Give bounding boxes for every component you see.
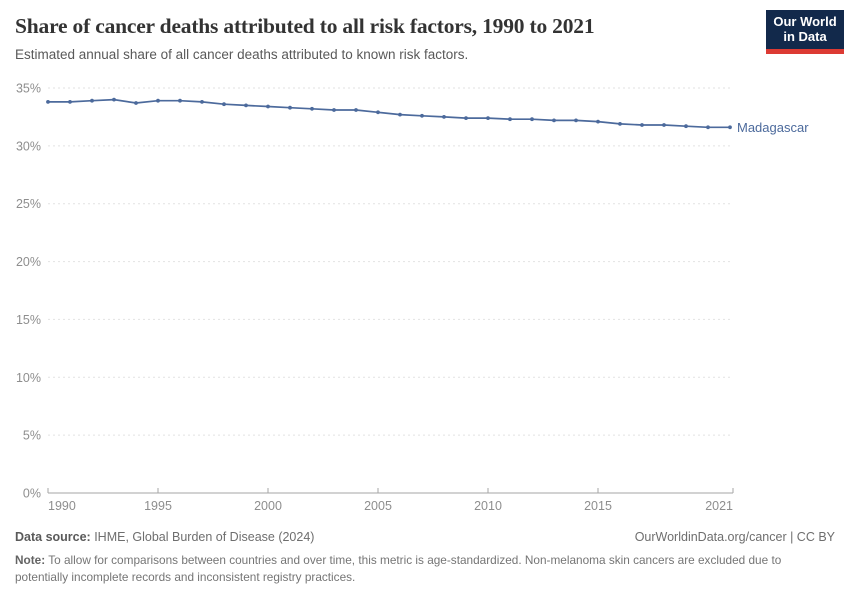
data-point[interactable] <box>640 123 644 127</box>
data-point[interactable] <box>728 125 732 130</box>
data-point[interactable] <box>662 123 666 127</box>
y-tick-label: 15% <box>16 313 41 327</box>
data-point[interactable] <box>486 116 490 120</box>
note-label: Note: <box>15 553 46 567</box>
chart-plot-area[interactable]: 0% 5% 10% 15% 20% 25% 30% 35% 1990 1995 2000 2005 20… <box>0 75 850 520</box>
data-point[interactable] <box>222 102 226 107</box>
chart-note: Note: To allow for comparisons between c… <box>15 552 833 585</box>
line-chart[interactable]: 0% 5% 10% 15% 20% 25% 30% 35% 1990 1995 2000 2005 20… <box>0 75 850 520</box>
data-point[interactable] <box>530 117 534 122</box>
y-tick-label: 20% <box>16 255 41 269</box>
chart-header: Share of cancer deaths attributed to all… <box>0 0 850 63</box>
series-entity-label[interactable]: Madagascar <box>737 120 809 135</box>
data-point[interactable] <box>442 115 446 119</box>
note-text: To allow for comparisons between countri… <box>15 553 782 584</box>
owid-logo[interactable]: Our World in Data <box>766 10 844 54</box>
owid-logo-line2: in Data <box>783 28 827 44</box>
data-point[interactable] <box>398 112 402 117</box>
y-tick-label: 10% <box>16 371 41 385</box>
data-point[interactable] <box>332 108 336 112</box>
y-tick-label: 30% <box>16 139 41 153</box>
data-point[interactable] <box>90 98 94 103</box>
data-point[interactable] <box>508 117 512 122</box>
data-point[interactable] <box>376 110 380 115</box>
data-point[interactable] <box>288 105 292 110</box>
data-point[interactable] <box>178 98 182 103</box>
y-tick-label: 0% <box>23 487 41 501</box>
x-tick-label: 2015 <box>584 499 612 513</box>
data-point[interactable] <box>46 100 50 104</box>
data-point[interactable] <box>684 124 688 129</box>
y-tick-label: 25% <box>16 197 41 211</box>
owid-logo-line1: Our World <box>773 14 837 29</box>
chart-subtitle: Estimated annual share of all cancer dea… <box>15 46 469 62</box>
data-point[interactable] <box>420 113 424 118</box>
data-point[interactable] <box>354 108 358 112</box>
chart-footer: Data source: IHME, Global Burden of Dise… <box>15 530 835 585</box>
data-source-text: IHME, Global Burden of Disease (2024) <box>90 530 315 544</box>
data-point[interactable] <box>464 116 468 120</box>
data-source-label: Data source: <box>15 530 91 544</box>
credit-link[interactable]: OurWorldinData.org/cancer | CC BY <box>634 530 835 544</box>
x-tick-label: 1995 <box>144 499 172 513</box>
data-point[interactable] <box>552 118 556 123</box>
data-point[interactable] <box>618 122 622 126</box>
data-point[interactable] <box>706 125 710 130</box>
data-point[interactable] <box>156 98 160 103</box>
data-point[interactable] <box>574 118 578 123</box>
x-tick-label: 2021 <box>705 499 733 513</box>
data-point[interactable] <box>200 100 204 104</box>
data-point[interactable] <box>244 103 248 108</box>
series-line[interactable] <box>48 98 730 129</box>
page-title: Share of cancer deaths attributed to all… <box>15 14 595 38</box>
x-tick-label: 2000 <box>254 499 282 513</box>
data-point[interactable] <box>310 106 314 111</box>
data-point[interactable] <box>68 100 72 104</box>
y-tick-label: 5% <box>23 429 41 443</box>
x-tick-label: 2005 <box>364 499 392 513</box>
data-point[interactable] <box>596 119 600 124</box>
x-tick-label: 1990 <box>48 499 76 513</box>
x-tick-label: 2010 <box>474 499 502 513</box>
data-source: Data source: IHME, Global Burden of Dise… <box>15 530 314 544</box>
y-tick-label: 35% <box>16 82 41 96</box>
data-point[interactable] <box>266 104 270 109</box>
data-point[interactable] <box>134 101 138 105</box>
data-point[interactable] <box>112 97 116 102</box>
